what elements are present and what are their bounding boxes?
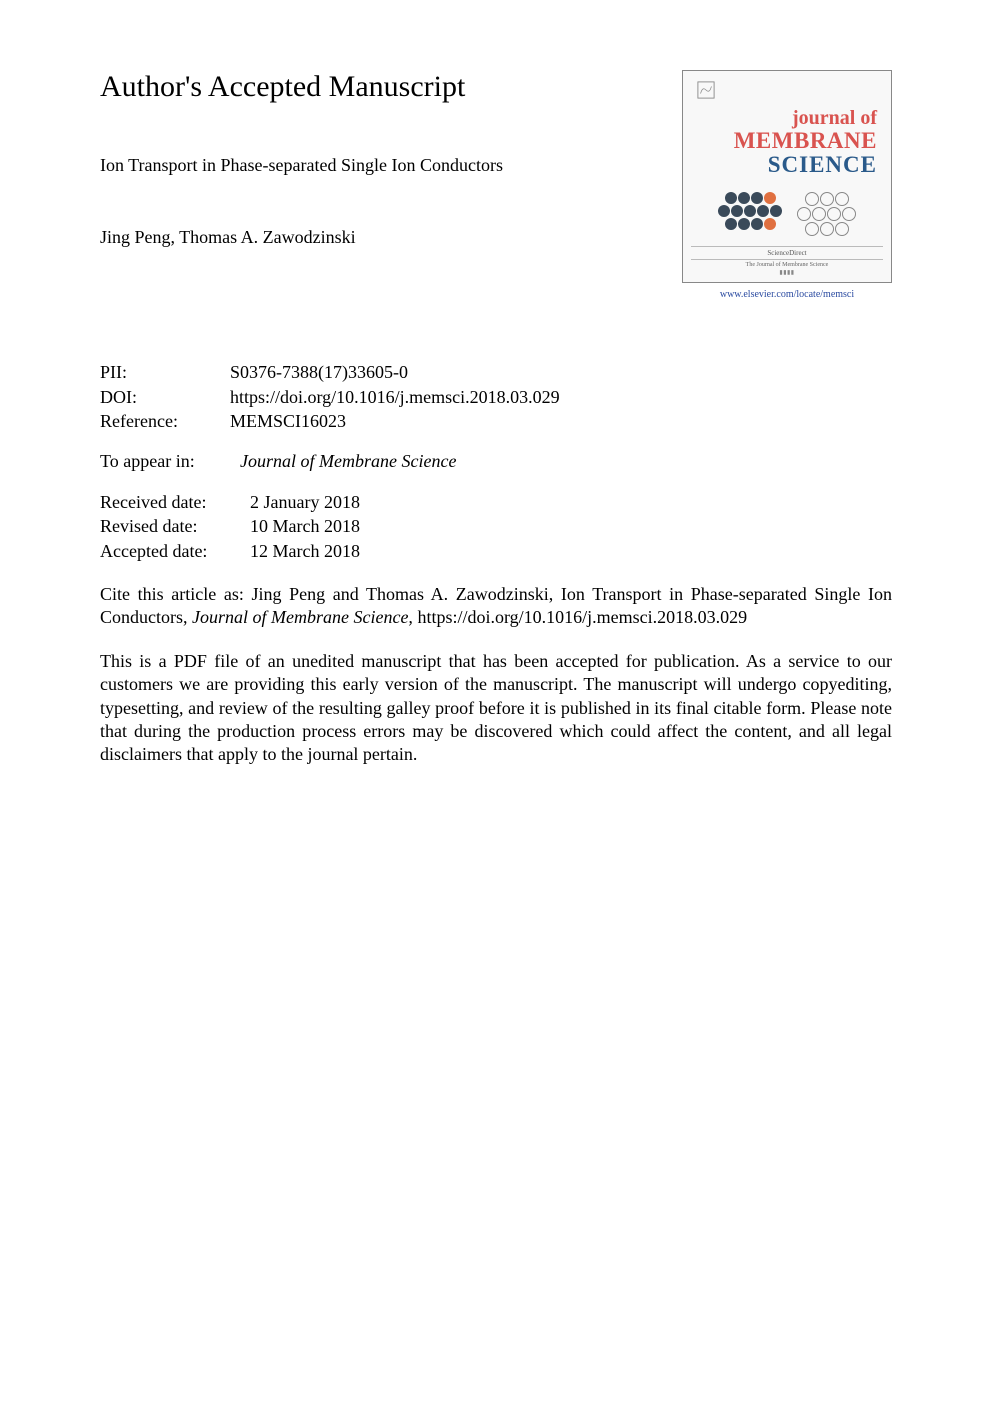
doi-label: DOI: [100, 385, 230, 409]
pii-value: S0376-7388(17)33605-0 [230, 360, 892, 384]
dates-block: Received date: 2 January 2018 Revised da… [100, 490, 892, 563]
revised-value: 10 March 2018 [250, 514, 360, 538]
journal-cover-title: journal of MEMBRANE SCIENCE [691, 104, 883, 177]
to-appear-label: To appear in: [100, 451, 240, 472]
reference-row: Reference: MEMSCI16023 [100, 409, 892, 433]
cover-title-line2: MEMBRANE [691, 129, 877, 153]
main-heading: Author's Accepted Manuscript [100, 70, 662, 104]
header-section: Author's Accepted Manuscript Ion Transpo… [100, 70, 892, 300]
citation-doi[interactable]: https://doi.org/10.1016/j.memsci.2018.03… [413, 607, 747, 627]
to-appear-row: To appear in: Journal of Membrane Scienc… [100, 451, 892, 472]
authors-line: Jing Peng, Thomas A. Zawodzinski [100, 227, 662, 248]
pii-row: PII: S0376-7388(17)33605-0 [100, 360, 892, 384]
accepted-label: Accepted date: [100, 539, 250, 563]
citation-journal: Journal of Membrane Science, [192, 607, 413, 627]
cover-footer: ScienceDirect [691, 246, 883, 260]
cover-title-line3: SCIENCE [691, 153, 877, 177]
received-label: Received date: [100, 490, 250, 514]
revised-label: Revised date: [100, 514, 250, 538]
cover-issn-placeholder: ▮▮▮▮ [691, 269, 883, 276]
journal-cover-container: journal of MEMBRANE SCIENCE [682, 70, 892, 300]
hex-cluster-dark [718, 191, 783, 236]
article-title: Ion Transport in Phase-separated Single … [100, 154, 662, 177]
accepted-row: Accepted date: 12 March 2018 [100, 539, 892, 563]
reference-label: Reference: [100, 409, 230, 433]
disclaimer-paragraph: This is a PDF file of an unedited manusc… [100, 650, 892, 767]
doi-link[interactable]: https://doi.org/10.1016/j.memsci.2018.03… [230, 385, 892, 409]
hex-cluster-outline [797, 191, 857, 236]
citation-paragraph: Cite this article as: Jing Peng and Thom… [100, 583, 892, 630]
to-appear-journal: Journal of Membrane Science [240, 451, 456, 472]
pii-label: PII: [100, 360, 230, 384]
received-value: 2 January 2018 [250, 490, 360, 514]
cover-graphic [691, 191, 883, 236]
publisher-logo-icon [691, 81, 883, 104]
revised-row: Revised date: 10 March 2018 [100, 514, 892, 538]
metadata-block: PII: S0376-7388(17)33605-0 DOI: https://… [100, 360, 892, 433]
cover-subfooter: The Journal of Membrane Science [691, 262, 883, 268]
manuscript-cover-page: Author's Accepted Manuscript Ion Transpo… [0, 0, 992, 827]
received-row: Received date: 2 January 2018 [100, 490, 892, 514]
doi-row: DOI: https://doi.org/10.1016/j.memsci.20… [100, 385, 892, 409]
journal-url[interactable]: www.elsevier.com/locate/memsci [682, 289, 892, 300]
accepted-value: 12 March 2018 [250, 539, 360, 563]
journal-cover-thumbnail: journal of MEMBRANE SCIENCE [682, 70, 892, 283]
header-left-column: Author's Accepted Manuscript Ion Transpo… [100, 70, 682, 268]
cover-title-line1: journal of [691, 108, 877, 129]
reference-value: MEMSCI16023 [230, 409, 892, 433]
